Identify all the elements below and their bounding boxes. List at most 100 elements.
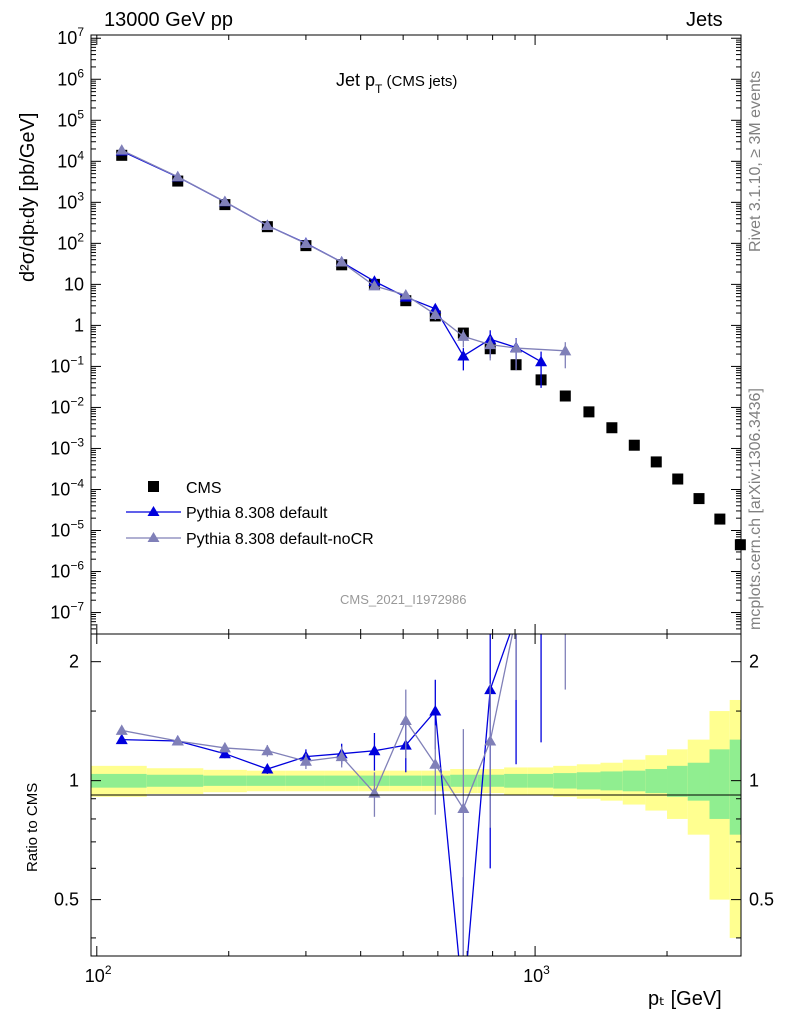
y-tick-label: 10−2 [50,394,84,417]
band-inner-bin [709,749,730,819]
band-inner-bin [622,770,646,792]
ratio-point-default [115,733,128,745]
x-tick-label: 103 [523,963,550,986]
cms-point [628,439,640,451]
band-inner-bin [324,775,359,786]
legend-label-default: Pythia 8.308 default [186,505,328,522]
point-nocr [335,256,348,267]
main-series [115,144,746,551]
ratio-point-default [368,744,381,756]
plot-title-extra: (CMS jets) [382,73,457,90]
cms-point [650,456,662,468]
y-axis-label-main: d²σ/dpₜdy [pb/GeV] [17,113,39,282]
line-nocr [121,149,566,352]
axis-ticks: 102 103 10−7 10−6 10−5 10−4 10−3 10−2 10−1 1 10 102… [50,25,774,986]
y-tick-label: 102 [57,230,84,253]
ratio-point-nocr [299,755,312,766]
y-tick-label: 105 [57,107,84,130]
ratio-point-default [429,705,442,716]
point-nocr [218,195,231,207]
y-tick-label: 1 [74,315,84,335]
y-tick-label: 10−1 [50,353,84,376]
band-inner-bin [687,762,710,801]
band-inner-bin [729,739,741,835]
point-nocr [171,170,184,182]
x-axis-label: pₜ [GeV] [648,988,722,1010]
cms-point [714,513,726,525]
y-tick-label: 107 [57,25,84,48]
legend: CMS Pythia 8.308 default Pythia 8.308 de… [126,480,374,548]
ratio-point-nocr [429,758,442,769]
band-inner-bin [146,774,204,787]
band-inner-bin [91,773,147,788]
point-nocr [399,289,412,300]
watermark: CMS_2021_I1972986 [340,592,467,607]
band-inner-bin [389,775,422,786]
y-tick-label: 104 [57,148,84,171]
legend-marker-cms [148,481,159,492]
ratio-tick-label: 0.5 [54,890,79,910]
point-nocr [559,344,572,356]
ratio-tick-label-right: 1 [749,771,759,791]
y-tick-label: 10−6 [50,559,84,582]
ratio-tick-label-right: 2 [749,652,759,672]
band-inner-bin [553,773,577,789]
ratio-point-default [261,763,274,774]
ratio-point-nocr [171,734,184,746]
ratio-line-default [121,634,511,956]
point-default [457,349,470,361]
y-tick-label: 10−4 [50,476,84,499]
ratio-point-nocr [484,734,497,746]
ratio-point-nocr [218,741,231,753]
point-nocr [510,342,523,353]
band-inner-bin [203,775,247,786]
point-nocr [457,330,470,341]
y-tick-label: 10−5 [50,518,84,541]
ratio-point-nocr [335,750,348,762]
ratio-point-default [218,747,231,759]
y-tick-label: 106 [57,66,84,89]
header-right: Jets [686,9,723,31]
legend-marker-default [147,506,160,516]
y-tick-label: 10−3 [50,435,84,458]
ratio-series-clipped [115,634,566,956]
ratio-tick-label: 2 [69,652,79,672]
ratio-point-nocr [115,724,128,735]
y-axis-label-ratio: Ratio to CMS [24,783,41,872]
ratio-series [115,634,566,956]
y-tick-label: 10 [64,274,84,294]
plot-title: Jet pT (CMS jets) [336,70,457,96]
cms-point [693,493,705,505]
x-tick-label: 102 [85,963,112,986]
y-tick-label: 10−7 [50,600,84,623]
legend-label-nocr: Pythia 8.308 default-noCR [186,531,374,548]
legend-marker-nocr [147,532,160,542]
ratio-point-nocr [261,744,274,756]
cms-point [734,539,746,551]
plot-title-main: Jet p [336,70,375,90]
cms-point [583,406,595,418]
point-nocr [115,144,128,155]
legend-label-cms: CMS [186,480,222,497]
point-default [535,355,548,367]
band-inner-bin [504,773,528,788]
band-inner-bin [285,775,325,786]
ratio-uncertainty-band [91,699,741,938]
point-nocr [484,338,497,350]
cms-point [606,422,618,434]
header-left: 13000 GeV pp [104,9,233,31]
band-inner-bin [576,772,601,790]
band-inner-bin [527,773,554,788]
plot-title-sub: T [375,82,383,96]
ratio-tick-label: 1 [69,771,79,791]
y-tick-label: 103 [57,189,84,212]
band-inner-bin [600,771,623,791]
ratio-point-nocr [457,802,470,814]
point-nocr [429,308,442,319]
band-inner-bin [645,769,668,794]
point-nocr [299,237,312,249]
ratio-point-nocr [399,714,412,725]
ratio-tick-label-right: 0.5 [749,890,774,910]
cms-point [672,473,684,485]
